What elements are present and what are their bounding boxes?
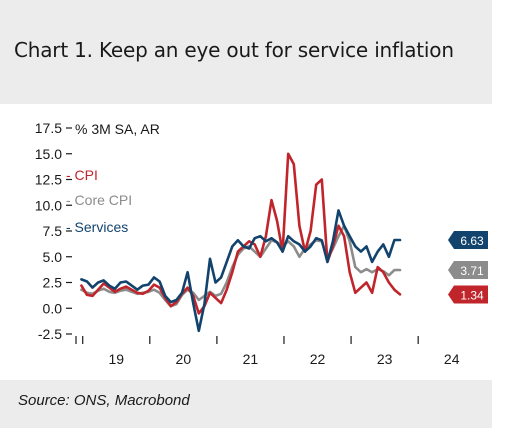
y-tick-label: 5.0 bbox=[43, 249, 63, 265]
end-value-badge bbox=[448, 285, 488, 304]
series-line-core-cpi bbox=[80, 224, 402, 308]
x-tick-label: 21 bbox=[243, 351, 259, 367]
x-tick-label: 22 bbox=[310, 351, 326, 367]
y-axis-label: % 3M SA, AR bbox=[75, 121, 160, 137]
chart-title: Chart 1. Keep an eye out for service inf… bbox=[14, 38, 454, 62]
x-tick-label: 24 bbox=[444, 351, 460, 367]
y-tick-label: 0.0 bbox=[43, 300, 63, 316]
x-tick-label: 19 bbox=[108, 351, 124, 367]
source-note: Source: ONS, Macrobond bbox=[18, 392, 190, 409]
y-tick-label: 15.0 bbox=[35, 146, 62, 162]
end-value-label: 3.71 bbox=[460, 264, 484, 278]
y-tick-label: 7.5 bbox=[43, 223, 63, 239]
legend-entry: - CPI bbox=[66, 167, 98, 183]
end-value-badge bbox=[448, 230, 488, 249]
y-tick-label: 10.0 bbox=[35, 197, 62, 213]
legend-entry: - Services bbox=[66, 219, 128, 235]
y-tick-label: -2.5 bbox=[38, 326, 62, 342]
x-tick-label: 20 bbox=[176, 351, 192, 367]
legend-entry: - Core CPI bbox=[66, 192, 132, 208]
y-tick-label: 2.5 bbox=[43, 275, 63, 291]
end-value-badge bbox=[448, 261, 488, 280]
series-line-services bbox=[80, 209, 402, 333]
end-value-label: 6.63 bbox=[460, 234, 484, 248]
y-tick-label: 17.5 bbox=[35, 120, 62, 136]
x-tick-label: 23 bbox=[377, 351, 393, 367]
series-line-cpi bbox=[80, 152, 402, 315]
y-tick-label: 12.5 bbox=[35, 172, 62, 188]
end-value-label: 1.34 bbox=[460, 288, 484, 302]
plot-area bbox=[0, 104, 492, 380]
